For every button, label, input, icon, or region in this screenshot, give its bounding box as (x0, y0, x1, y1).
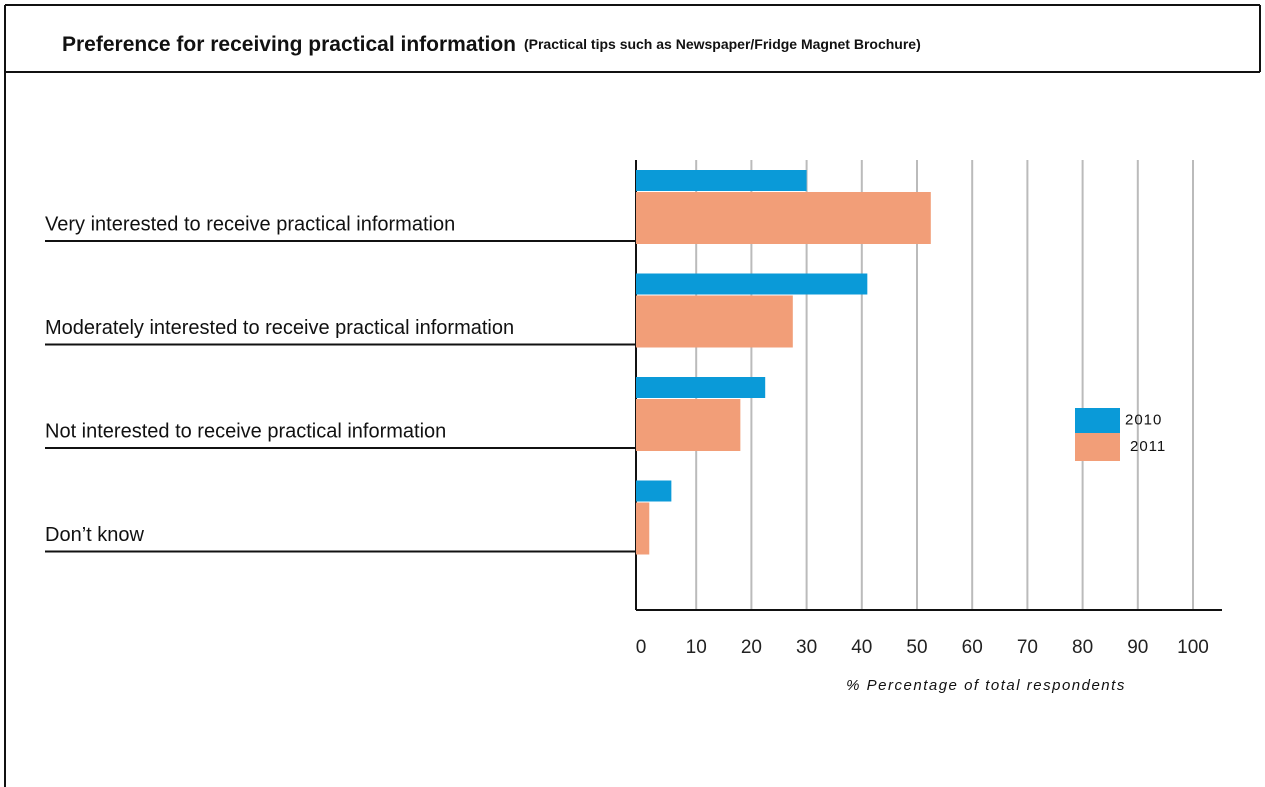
x-tick-label: 20 (741, 637, 762, 658)
bar (636, 295, 793, 348)
x-tick-label: 40 (851, 637, 872, 658)
bar (636, 273, 868, 295)
x-tick-label: 90 (1127, 637, 1148, 658)
chart-title: Preference for receiving practical infor… (62, 33, 516, 56)
category-label: Not interested to receive practical info… (45, 420, 446, 442)
legend-label: 2010 (1125, 411, 1162, 428)
legend-swatch (1075, 433, 1120, 461)
x-tick-label: 50 (906, 637, 927, 658)
chart-subtitle: (Practical tips such as Newspaper/Fridge… (524, 36, 921, 52)
category-label: Moderately interested to receive practic… (45, 317, 514, 339)
x-tick-label: 70 (1017, 637, 1038, 658)
bar (636, 399, 741, 451)
x-tick-label: 0 (636, 637, 647, 658)
bar (636, 192, 931, 244)
x-tick-label: 60 (962, 637, 983, 658)
legend-swatch (1075, 408, 1120, 433)
x-axis-label: % Percentage of total respondents (846, 677, 1126, 694)
x-tick-label: 10 (686, 637, 707, 658)
category-label: Don’t know (45, 524, 144, 546)
category-label: Very interested to receive practical inf… (45, 213, 455, 235)
x-tick-label: 80 (1072, 637, 1093, 658)
bar (636, 480, 672, 502)
bar (636, 377, 766, 398)
legend-label: 2011 (1130, 438, 1166, 455)
bar (636, 170, 807, 191)
bar (636, 502, 650, 555)
chart-title-group: Preference for receiving practical infor… (62, 33, 921, 56)
x-tick-label: 100 (1177, 637, 1209, 658)
x-tick-label: 30 (796, 637, 817, 658)
